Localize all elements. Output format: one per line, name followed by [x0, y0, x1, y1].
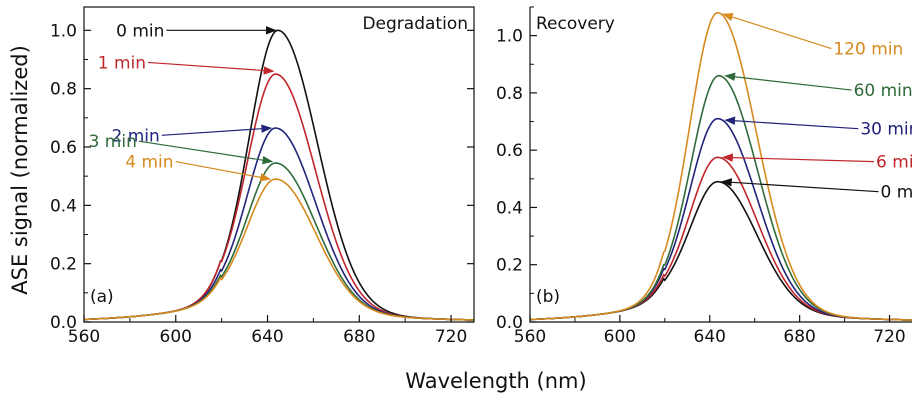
annotation-label: 30 min — [860, 120, 912, 140]
y-tick-label: 1.0 — [496, 27, 523, 47]
panel-degradation: 560 600 640 680 720 0.0 0.2 0.4 0.6 0.8 1.0 Degrada… — [50, 6, 475, 347]
series-line-0-min — [84, 29, 474, 321]
series-line-0-min — [530, 180, 912, 321]
panel-label: (b) — [536, 287, 560, 307]
y-axis-title: ASE signal (normalized) — [8, 45, 32, 295]
series-line-60-min — [530, 74, 912, 321]
annotation-label: 2 min — [112, 126, 160, 146]
x-tick-label: 720 — [873, 327, 905, 347]
x-tick-label: 560 — [68, 327, 100, 347]
annotation-label: 0 min — [881, 183, 912, 203]
panel-label: (a) — [90, 287, 114, 307]
x-tick-label: 560 — [514, 327, 546, 347]
curves — [530, 11, 912, 321]
annotation-label: 6 min — [876, 153, 912, 173]
x-tick-label: 640 — [251, 327, 283, 347]
annotation-label: 3 min — [89, 132, 137, 152]
curves — [84, 29, 474, 321]
annotation-arrow — [722, 13, 832, 50]
x-tick-label: 680 — [783, 327, 815, 347]
y-tick-label: 0.6 — [496, 141, 523, 161]
y-tick-label: 0.4 — [496, 198, 523, 218]
annotation-arrow — [148, 61, 275, 75]
series-line-30-min — [530, 117, 912, 321]
panel-title: Recovery — [536, 14, 615, 34]
y-tick-label: 0.8 — [496, 84, 523, 104]
annotation-label: 60 min — [854, 81, 912, 101]
series-line-1-min — [84, 73, 474, 321]
annotation-arrow — [724, 72, 852, 91]
x-tick-label: 600 — [604, 327, 636, 347]
x-tick-label: 600 — [160, 327, 192, 347]
panel-recovery: 560 600 640 680 720 0.0 0.2 0.4 0.6 0.8 1.0 Recover… — [496, 6, 912, 347]
y-tick-label: 0.0 — [50, 313, 77, 333]
y-tick-label: 1.0 — [50, 21, 77, 41]
y-tick-label: 0.6 — [50, 138, 77, 158]
x-tick-label: 680 — [343, 327, 375, 347]
annotation-arrow — [720, 178, 879, 193]
y-tick-label: 0.2 — [50, 255, 77, 275]
x-axis-title: Wavelength (nm) — [405, 369, 586, 393]
series-line-120-min — [530, 11, 912, 321]
annotation-arrow — [175, 160, 272, 182]
y-tick-label: 0.4 — [50, 196, 77, 216]
x-tick-label: 720 — [435, 327, 467, 347]
annotation-arrow — [161, 124, 273, 136]
annotation-arrow — [722, 153, 875, 163]
annotation-label: 4 min — [125, 153, 173, 173]
annotation-arrow — [138, 140, 274, 165]
y-tick-label: 0.2 — [496, 256, 523, 276]
x-tick-label: 640 — [694, 327, 726, 347]
annotation-label: 120 min — [833, 40, 903, 60]
series-line-3-min — [84, 162, 474, 321]
y-tick-label: 0.0 — [496, 313, 523, 333]
plot-frame — [83, 6, 475, 323]
annotation-label: 1 min — [98, 53, 146, 73]
annotation-arrow — [724, 116, 859, 130]
series-line-4-min — [84, 178, 474, 321]
annotation-label: 0 min — [116, 21, 164, 41]
y-tick-label: 0.8 — [50, 80, 77, 100]
panel-title: Degradation — [362, 14, 468, 34]
